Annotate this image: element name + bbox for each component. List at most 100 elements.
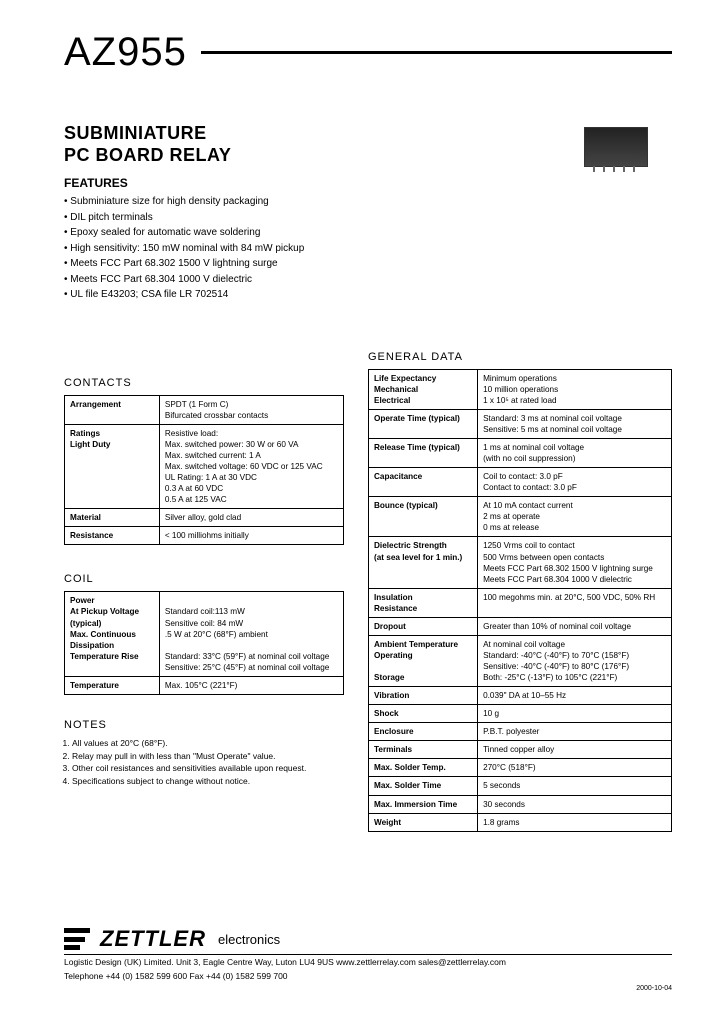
spec-label: Power At Pickup Voltage (typical) Max. C… [65,592,160,676]
title-row: SUBMINIATURE PC BOARD RELAY FEATURES Sub… [64,123,672,303]
table-row: Power At Pickup Voltage (typical) Max. C… [65,592,344,676]
spec-value: P.B.T. polyester [478,723,672,741]
part-header: AZ955 [64,30,672,75]
table-row: Vibration0.039" DA at 10–55 Hz [369,687,672,705]
spec-label: Enclosure [369,723,478,741]
spec-label: Arrangement [65,395,160,424]
spec-value: Standard coil:113 mW Sensitive coil: 84 … [159,592,343,676]
table-row: Shock10 g [369,705,672,723]
spec-value: Coil to contact: 3.0 pF Contact to conta… [478,468,672,497]
note-item: Relay may pull in with less than "Must O… [72,750,344,763]
spec-value: 10 g [478,705,672,723]
datasheet-page: AZ955 SUBMINIATURE PC BOARD RELAY FEATUR… [0,0,720,1012]
spec-label: Temperature [65,676,160,694]
title-line-1: SUBMINIATURE [64,123,304,145]
spec-value: At nominal coil voltage Standard: -40°C … [478,635,672,686]
table-row: Bounce (typical)At 10 mA contact current… [369,497,672,537]
right-column: GENERAL DATA Life Expectancy Mechanical … [368,351,672,832]
spec-value: 30 seconds [478,795,672,813]
spec-label: Shock [369,705,478,723]
feature-item: DIL pitch terminals [64,210,304,226]
table-row: Max. Solder Temp.270°C (518°F) [369,759,672,777]
spec-value: Tinned copper alloy [478,741,672,759]
features-list: Subminiature size for high density packa… [64,194,304,303]
spec-value: 1.8 grams [478,813,672,831]
spec-value: At 10 mA contact current 2 ms at operate… [478,497,672,537]
brand-subname: electronics [218,932,280,947]
title-line-2: PC BOARD RELAY [64,145,304,167]
coil-table: Power At Pickup Voltage (typical) Max. C… [64,591,344,695]
table-row: Resistance< 100 milliohms initially [65,527,344,545]
product-image [584,127,648,167]
spec-label: Release Time (typical) [369,439,478,468]
spec-label: Operate Time (typical) [369,409,478,438]
feature-item: Meets FCC Part 68.302 1500 V lightning s… [64,256,304,272]
spec-value: 0.039" DA at 10–55 Hz [478,687,672,705]
feature-item: High sensitivity: 150 mW nominal with 84… [64,241,304,257]
part-number: AZ955 [64,30,187,75]
feature-item: Epoxy sealed for automatic wave solderin… [64,225,304,241]
spec-value: Greater than 10% of nominal coil voltage [478,617,672,635]
spec-label: Dropout [369,617,478,635]
spec-label: Life Expectancy Mechanical Electrical [369,369,478,409]
spec-label: Bounce (typical) [369,497,478,537]
table-row: Ambient Temperature Operating StorageAt … [369,635,672,686]
table-row: Release Time (typical)1 ms at nominal co… [369,439,672,468]
brand-name: ZETTLER [100,926,206,952]
spec-label: Dielectric Strength (at sea level for 1 … [369,537,478,588]
spec-value: 1250 Vrms coil to contact 500 Vrms betwe… [478,537,672,588]
contacts-header: CONTACTS [64,377,344,389]
table-row: EnclosureP.B.T. polyester [369,723,672,741]
left-column: CONTACTS ArrangementSPDT (1 Form C) Bifu… [64,351,344,832]
spec-label: Max. Immersion Time [369,795,478,813]
table-row: Operate Time (typical)Standard: 3 ms at … [369,409,672,438]
table-row: Life Expectancy Mechanical ElectricalMin… [369,369,672,409]
feature-item: Subminiature size for high density packa… [64,194,304,210]
brand-row: ZETTLER electronics [64,926,672,955]
brand-logo-icon [64,928,90,950]
notes-list: All values at 20°C (68°F). Relay may pul… [64,737,344,788]
table-row: CapacitanceCoil to contact: 3.0 pF Conta… [369,468,672,497]
spec-value: Resistive load: Max. switched power: 30 … [159,424,343,508]
note-item: All values at 20°C (68°F). [72,737,344,750]
table-row: MaterialSilver alloy, gold clad [65,509,344,527]
table-row: TerminalsTinned copper alloy [369,741,672,759]
table-row: Insulation Resistance100 megohms min. at… [369,588,672,617]
features-header: FEATURES [64,176,304,190]
spec-label: Insulation Resistance [369,588,478,617]
table-row: Max. Immersion Time30 seconds [369,795,672,813]
spec-value: Minimum operations 10 million operations… [478,369,672,409]
table-row: Max. Solder Time5 seconds [369,777,672,795]
spec-label: Ambient Temperature Operating Storage [369,635,478,686]
spec-value: Max. 105°C (221°F) [159,676,343,694]
table-row: TemperatureMax. 105°C (221°F) [65,676,344,694]
table-row: Weight1.8 grams [369,813,672,831]
spec-label: Weight [369,813,478,831]
spec-label: Capacitance [369,468,478,497]
general-header: GENERAL DATA [368,351,672,363]
notes-header: NOTES [64,719,344,731]
spec-label: Material [65,509,160,527]
table-row: DropoutGreater than 10% of nominal coil … [369,617,672,635]
spec-label: Resistance [65,527,160,545]
spec-label: Terminals [369,741,478,759]
table-row: Dielectric Strength (at sea level for 1 … [369,537,672,588]
spec-label: Ratings Light Duty [65,424,160,508]
spec-value: 5 seconds [478,777,672,795]
columns: CONTACTS ArrangementSPDT (1 Form C) Bifu… [64,351,672,832]
contacts-table: ArrangementSPDT (1 Form C) Bifurcated cr… [64,395,344,546]
footer-phone: Telephone +44 (0) 1582 599 600 Fax +44 (… [64,971,672,983]
spec-label: Max. Solder Time [369,777,478,795]
header-rule [201,51,672,54]
note-item: Specifications subject to change without… [72,775,344,788]
note-item: Other coil resistances and sensitivities… [72,762,344,775]
spec-value: < 100 milliohms initially [159,527,343,545]
spec-value: 270°C (518°F) [478,759,672,777]
spec-label: Vibration [369,687,478,705]
table-row: ArrangementSPDT (1 Form C) Bifurcated cr… [65,395,344,424]
spec-value: SPDT (1 Form C) Bifurcated crossbar cont… [159,395,343,424]
feature-item: UL file E43203; CSA file LR 702514 [64,287,304,303]
feature-item: Meets FCC Part 68.304 1000 V dielectric [64,272,304,288]
footer-date: 2000-10-04 [64,985,672,992]
spec-value: 1 ms at nominal coil voltage (with no co… [478,439,672,468]
